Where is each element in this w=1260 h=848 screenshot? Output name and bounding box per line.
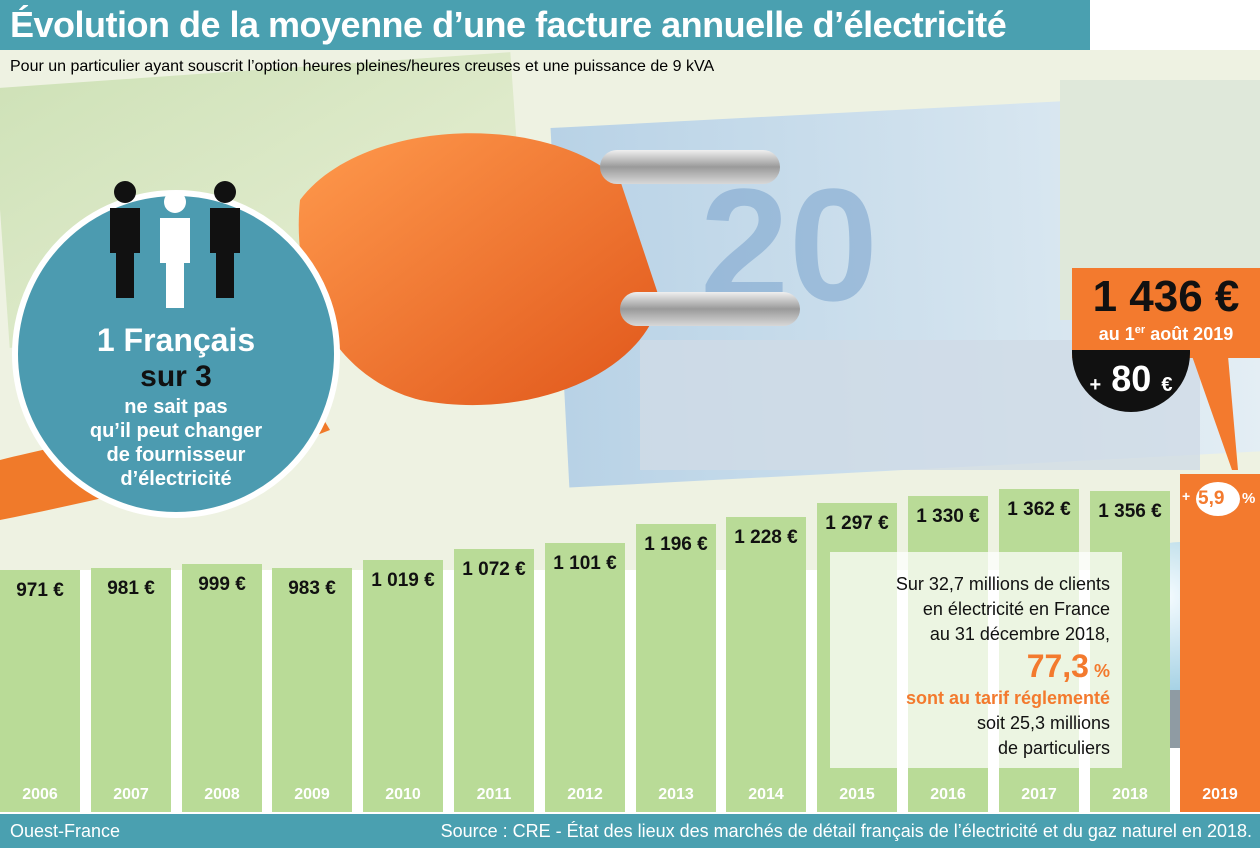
bar-2012	[545, 543, 625, 812]
year-label-2017: 2017	[1021, 786, 1057, 803]
bar-value-2006: 971 €	[16, 580, 64, 601]
bar-value-2012: 1 101 €	[553, 553, 617, 574]
bar-2014	[726, 517, 806, 812]
year-label-2006: 2006	[22, 786, 58, 803]
circle-line-5: de fournisseur	[106, 444, 246, 466]
circle-line-1: 1 Français	[96, 322, 256, 358]
bar-value-2015: 1 297 €	[825, 513, 889, 534]
info-line-5: soit 25,3 millions	[976, 713, 1110, 733]
circle-line-3: ne sait pas	[124, 396, 228, 418]
growth-value: 5,9	[1198, 488, 1225, 509]
bar-2011	[454, 549, 534, 812]
info-line-4: sont au tarif réglementé	[905, 688, 1110, 708]
title-band: Évolution de la moyenne d’une facture an…	[0, 0, 1090, 50]
bar-2010	[363, 560, 443, 812]
info-box: Sur 32,7 millions de clients en électric…	[830, 552, 1122, 768]
footer: Ouest-France Source : CRE - État des lie…	[0, 814, 1260, 848]
year-label-2009: 2009	[294, 786, 330, 803]
year-label-2008: 2008	[204, 786, 240, 803]
bar-value-2013: 1 196 €	[644, 534, 708, 555]
bar-value-2009: 983 €	[288, 578, 336, 599]
year-label-2011: 2011	[476, 786, 512, 803]
bar-value-2018: 1 356 €	[1098, 501, 1162, 522]
bar-value-2016: 1 330 €	[916, 506, 980, 527]
circle-line-2: sur 3	[140, 360, 212, 393]
info-line-3: au 31 décembre 2018,	[929, 624, 1110, 644]
price-2019-date: au 1er août 2019	[1098, 324, 1234, 344]
year-label-2015: 2015	[839, 786, 875, 803]
growth-unit: %	[1242, 490, 1256, 507]
bar-value-2008: 999 €	[198, 574, 246, 595]
bar-value-2010: 1 019 €	[371, 570, 435, 591]
info-line-2: en électricité en France	[922, 599, 1110, 619]
growth-prefix: +	[1182, 488, 1191, 504]
year-label-2014: 2014	[748, 786, 784, 803]
bar-2019	[1180, 474, 1260, 812]
footer-brand: Ouest-France	[10, 821, 121, 841]
bar-2013	[636, 524, 716, 812]
year-label-2018: 2018	[1112, 786, 1148, 803]
year-label-2016: 2016	[930, 786, 966, 803]
bar-value-2017: 1 362 €	[1007, 499, 1071, 520]
bar-value-2007: 981 €	[107, 578, 155, 599]
chart-title: Évolution de la moyenne d’une facture an…	[10, 4, 1007, 45]
growth-circle	[1196, 482, 1240, 516]
year-label-2019: 2019	[1202, 786, 1238, 803]
people-icon	[110, 181, 240, 308]
bar-2006	[0, 570, 80, 812]
bar-2009	[272, 568, 352, 812]
bar-2008	[182, 564, 262, 812]
circle-line-6: d’électricité	[120, 468, 232, 490]
price-2019-value: 1 436 €	[1092, 272, 1240, 321]
growth-badge: + 5,9 %	[1180, 480, 1260, 520]
chart-subtitle: Pour un particulier ayant souscrit l’opt…	[10, 58, 715, 75]
footer-source: Source : CRE - État des lieux des marché…	[440, 821, 1252, 841]
year-label-2013: 2013	[658, 786, 694, 803]
bar-value-2011: 1 072 €	[462, 559, 526, 580]
bar-2007	[91, 568, 171, 812]
info-line-1: Sur 32,7 millions de clients	[895, 574, 1110, 594]
price-2019-box: 1 436 € au 1er août 2019	[1072, 268, 1260, 358]
year-label-2010: 2010	[385, 786, 421, 803]
delta-value: + 80 €	[1089, 358, 1173, 399]
info-circle: 1 Français sur 3 ne sait pas qu’il peut …	[12, 181, 340, 518]
year-label-2007: 2007	[113, 786, 149, 803]
year-label-2012: 2012	[567, 786, 603, 803]
bar-value-2014: 1 228 €	[734, 527, 798, 548]
circle-line-4: qu’il peut changer	[89, 420, 263, 442]
info-line-6: de particuliers	[997, 738, 1110, 758]
info-big-value: 77,3 %	[1026, 648, 1110, 684]
